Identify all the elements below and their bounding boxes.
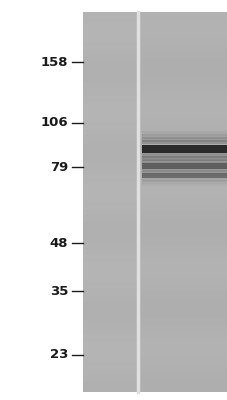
Bar — [142, 160, 226, 163]
Bar — [142, 183, 226, 186]
Bar — [142, 158, 226, 161]
Bar — [142, 131, 226, 136]
Bar — [142, 154, 226, 157]
Bar — [142, 137, 226, 142]
Bar — [142, 153, 226, 158]
Bar — [142, 156, 226, 161]
Bar — [142, 168, 226, 171]
Bar — [142, 169, 226, 172]
Bar — [142, 170, 226, 172]
Text: 106: 106 — [41, 116, 68, 129]
Bar — [142, 140, 226, 144]
Bar — [142, 173, 226, 178]
Text: 79: 79 — [50, 161, 68, 174]
Bar — [142, 178, 226, 181]
Bar — [142, 159, 226, 164]
Text: 35: 35 — [50, 284, 68, 298]
Bar — [142, 156, 226, 159]
Text: 48: 48 — [50, 237, 68, 250]
Bar — [142, 134, 226, 139]
Bar — [142, 175, 226, 178]
Bar — [142, 162, 226, 166]
Bar — [142, 163, 226, 169]
Text: 23: 23 — [50, 348, 68, 361]
Bar — [142, 145, 226, 153]
Bar — [142, 181, 226, 184]
Bar — [142, 171, 226, 174]
Text: 158: 158 — [41, 56, 68, 69]
Bar — [142, 166, 226, 169]
Bar — [142, 173, 226, 176]
Bar — [142, 165, 226, 168]
Bar — [142, 180, 226, 182]
